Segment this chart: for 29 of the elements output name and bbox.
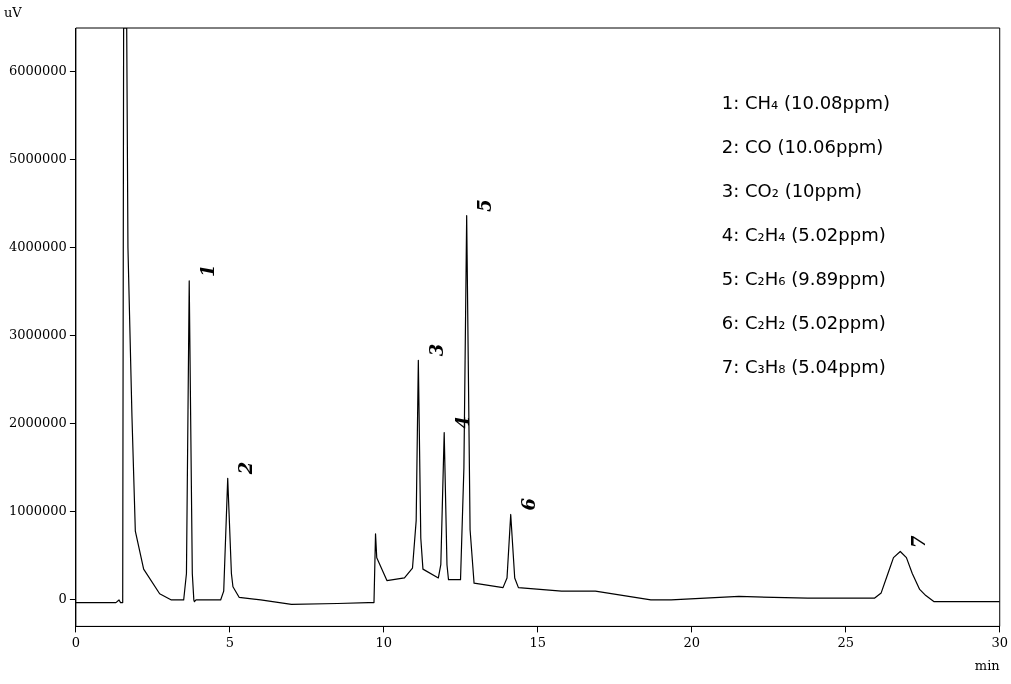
annotation: 6: C₂H₂ (5.02ppm) <box>721 311 886 333</box>
annotation: 3 <box>426 343 447 357</box>
y-axis-title: uV <box>4 5 23 21</box>
x-tick-label: 0 <box>71 634 81 650</box>
annotation: 7 <box>907 534 929 548</box>
x-tick-label: 5 <box>225 634 235 650</box>
y-tick-label: 5000000 <box>8 150 67 166</box>
x-tick-label: 15 <box>529 634 547 650</box>
x-axis-title: min <box>974 657 1001 673</box>
annotation: 2 <box>235 461 257 476</box>
x-tick-label: 20 <box>683 634 701 650</box>
x-tick-label: 30 <box>991 634 1008 650</box>
annotation: 1: CH₄ (10.08ppm) <box>721 91 890 113</box>
x-tick-label: 25 <box>837 634 855 650</box>
annotation: 5: C₂H₆ (9.89ppm) <box>721 267 886 289</box>
annotation: 4: C₂H₄ (5.02ppm) <box>721 223 886 245</box>
x-tick-label: 10 <box>375 634 393 650</box>
y-tick-label: 0 <box>58 591 67 607</box>
y-tick-label: 6000000 <box>8 62 67 78</box>
y-tick-label: 1000000 <box>8 503 67 519</box>
annotation: 1 <box>196 264 218 277</box>
annotation: 6 <box>518 497 540 511</box>
annotation: 7: C₃H₈ (5.04ppm) <box>721 355 886 377</box>
annotation: 2: CO (10.06ppm) <box>721 135 884 157</box>
y-tick-label: 4000000 <box>8 238 67 254</box>
y-tick-label: 2000000 <box>8 415 67 431</box>
annotation: 5 <box>474 199 496 212</box>
annotation: 3: CO₂ (10ppm) <box>721 179 862 201</box>
y-tick-label: 3000000 <box>8 326 67 342</box>
